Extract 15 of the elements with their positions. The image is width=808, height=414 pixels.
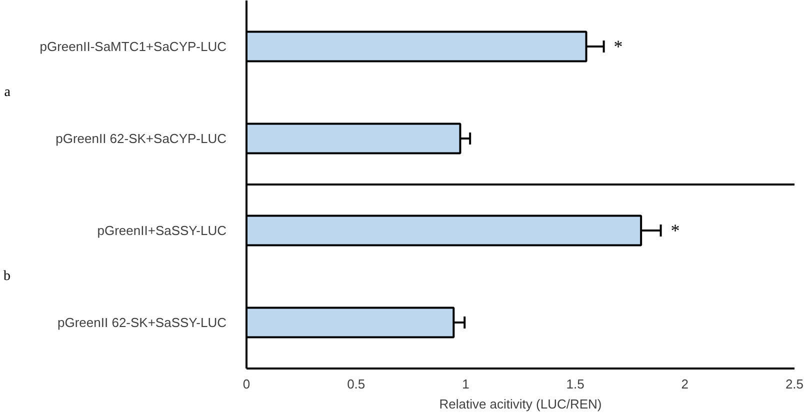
y-tick-label: pGreenII-SaMTC1+SaCYP-LUC xyxy=(40,39,227,54)
y-tick-label: pGreenII 62-SK+SaCYP-LUC xyxy=(56,131,227,146)
x-tick-label: 0.5 xyxy=(347,376,366,392)
x-tick-label: 2.5 xyxy=(785,376,804,392)
text: a xyxy=(4,85,12,100)
annotation: * xyxy=(670,220,680,240)
y-tick-label: pGreenII+SaSSY-LUC xyxy=(97,223,226,238)
x-tick-label: 2 xyxy=(681,376,689,392)
y-tick-label: pGreenII 62-SK+SaSSY-LUC xyxy=(58,315,227,330)
annotation: * xyxy=(614,36,623,56)
x-axis-title: Relative acitivity (LUC/REN) xyxy=(439,396,602,412)
x-tick-label: 1 xyxy=(462,376,470,392)
x-tick-label: 1.5 xyxy=(566,376,584,392)
text: b xyxy=(4,269,10,284)
x-tick-label: 0 xyxy=(242,376,250,392)
